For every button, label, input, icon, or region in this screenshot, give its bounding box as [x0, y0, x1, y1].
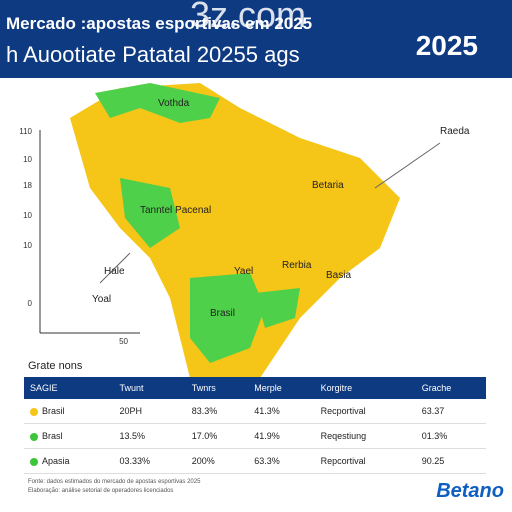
column-header: Merple — [248, 377, 315, 399]
table-cell: Brasil — [24, 399, 114, 424]
map-label: Vothda — [158, 98, 190, 109]
table-cell: Brasl — [24, 423, 114, 449]
map-label: Yael — [234, 266, 253, 277]
cell-text: Brasil — [42, 406, 65, 416]
column-header: Korgitre — [314, 377, 416, 399]
map-label: Tanntel Pacenal — [140, 205, 211, 216]
region — [255, 288, 300, 328]
map-label: Betaria — [312, 180, 344, 191]
cell-text: 83.3% — [191, 406, 218, 416]
table-cell: Reqestiung — [314, 423, 416, 449]
table: SAGIE Twunt Twnrs Merple Korgitre Grache Brasi… — [24, 377, 486, 474]
cell-text: Recportival — [320, 406, 366, 416]
map-label: Raeda — [440, 126, 470, 137]
map: Vothda Raeda Betaria Tanntel Pacenal Hale Yoa… — [19, 83, 470, 378]
cell-text: Reqestiung — [320, 431, 367, 441]
footnote-line: Elaboração: análise setorial de operador… — [28, 488, 174, 494]
map-label: Brasil — [210, 308, 235, 319]
logo: Betano — [436, 480, 504, 502]
cell-text: 41.9% — [254, 431, 280, 441]
map-label: Basia — [326, 270, 351, 281]
cell-text: Apasia — [42, 456, 70, 466]
row-dot — [30, 432, 38, 441]
land — [70, 83, 400, 378]
table-cell: 41.9% — [248, 423, 315, 449]
footnote-line: Fonte: dados estimados do mercado de apo… — [28, 479, 201, 485]
region — [120, 178, 180, 248]
axis-tick-label: 10 — [23, 155, 32, 164]
axis-tick-label: 110 — [19, 127, 32, 136]
subtitle: h Auootiate Patatal 20255 ags — [6, 42, 300, 67]
cell-text: 63.37 — [421, 406, 445, 416]
table-cell: 13.5% — [113, 423, 186, 449]
table-cell: 03.33% — [113, 448, 186, 474]
cell-text: 41.3% — [254, 406, 280, 416]
table-cell: 01.3% — [415, 423, 486, 449]
leader — [374, 142, 441, 189]
watermark: 3z.com — [190, 0, 307, 35]
cell-text: 17.0% — [191, 431, 218, 441]
map-label: Yoal — [92, 294, 111, 305]
table-cell: 63.3% — [248, 448, 315, 474]
cell-text: 03.33% — [119, 456, 151, 466]
table-row: Apasia 03.33% 200% 63.3% Repcortival 90.25 — [24, 448, 486, 474]
table-cell: 41.3% — [248, 399, 315, 424]
axis-tick-label: 50 — [119, 337, 128, 346]
table-cell: Apasia — [24, 448, 114, 474]
table-cell: 90.25 — [415, 448, 486, 474]
table-cell: Repcortival — [314, 448, 416, 474]
table-row: Brasil 20PH 83.3% 41.3% Recportival 63.37 — [24, 399, 486, 424]
cell-text: 13.5% — [119, 431, 146, 441]
table-cell: 83.3% — [185, 399, 249, 424]
leader — [99, 252, 131, 284]
column-header: Twunt — [113, 377, 186, 399]
footnote: Fonte: dados estimados do mercado de apo… — [28, 478, 200, 496]
cell-text: 01.3% — [421, 431, 448, 441]
cell-text: Repcortival — [320, 456, 366, 466]
title: Mercado :apostas esportivas em 2025 — [6, 14, 313, 33]
region — [190, 273, 265, 363]
column-header: Grache — [415, 377, 486, 399]
cell-text: Brasl — [42, 431, 63, 441]
table-cell: 20PH — [113, 399, 186, 424]
cell-text: 63.3% — [254, 456, 280, 466]
axis-tick-label: 18 — [23, 181, 32, 190]
section-label: Grate nons — [28, 360, 83, 372]
row-dot — [30, 407, 38, 416]
table-cell: 200% — [185, 448, 249, 474]
cell-text: 20PH — [119, 406, 143, 416]
row-dot — [30, 457, 38, 466]
table-cell: 17.0% — [185, 423, 249, 449]
axis-tick-label: 10 — [23, 211, 32, 220]
cell-text: 200% — [191, 456, 215, 466]
map-label: Rerbia — [282, 260, 312, 271]
table-cell: Recportival — [314, 399, 416, 424]
cell-text: 90.25 — [421, 456, 445, 466]
year-badge: 2025 — [415, 30, 478, 61]
column-header: Twnrs — [185, 377, 249, 399]
region — [95, 83, 220, 123]
header: 3z.com Mercado :apostas esportivas em 20… — [0, 0, 512, 78]
table-row: Brasl 13.5% 17.0% 41.9% Reqestiung 01.3% — [24, 423, 486, 449]
axis-tick-label: 0 — [28, 299, 33, 308]
table-cell: 63.37 — [415, 399, 486, 424]
column-header: SAGIE — [24, 377, 114, 399]
axis-tick-label: 10 — [23, 241, 32, 250]
map-label: Hale — [104, 266, 125, 277]
